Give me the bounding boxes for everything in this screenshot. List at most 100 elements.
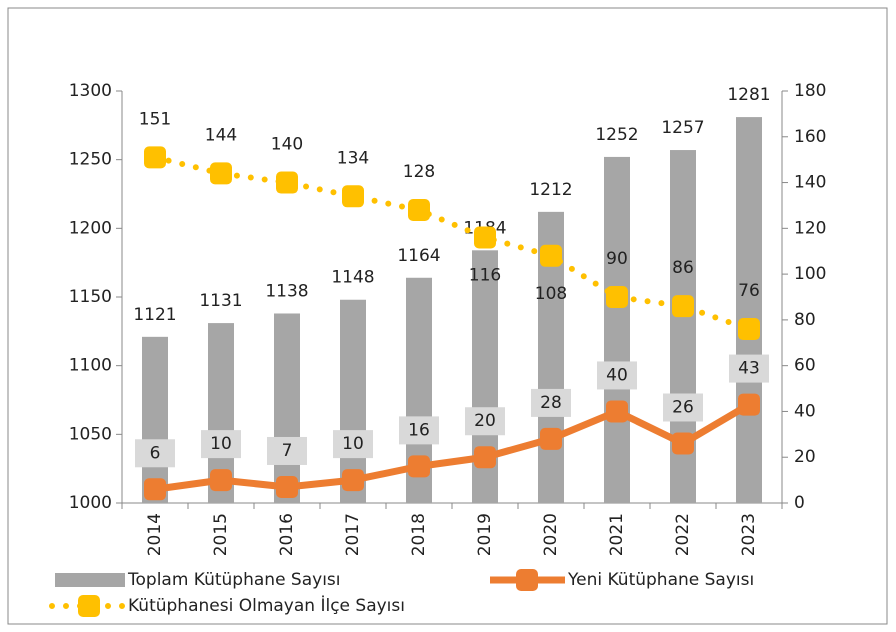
dotted-marker xyxy=(210,162,232,185)
y2-tick-label: 60 xyxy=(794,356,816,376)
line-label: 10 xyxy=(342,434,364,454)
line-marker xyxy=(474,446,496,469)
bar-label: 1252 xyxy=(595,125,638,145)
dotted-marker xyxy=(738,318,760,341)
line-label-box xyxy=(597,361,637,390)
line-marker xyxy=(672,432,694,455)
line-label: 28 xyxy=(540,393,562,413)
y-tick-label: 1000 xyxy=(69,493,112,513)
x-tick-label: 2022 xyxy=(673,513,693,556)
x-tick-label: 2019 xyxy=(475,513,495,556)
line xyxy=(154,401,751,493)
line-marker xyxy=(342,469,364,492)
legend-label: Kütüphanesi Olmayan İlçe Sayısı xyxy=(128,595,405,616)
bar-label: 1138 xyxy=(265,281,308,301)
line-label: 7 xyxy=(282,441,293,461)
y-tick-label: 1250 xyxy=(69,150,112,170)
bar xyxy=(736,117,762,504)
dotted-label: 90 xyxy=(606,249,628,269)
line-label: 6 xyxy=(150,443,161,463)
line-label: 43 xyxy=(738,359,760,379)
dotted-label: 128 xyxy=(403,162,435,182)
dotted-marker xyxy=(276,171,298,194)
line-label-box xyxy=(465,407,505,436)
bar xyxy=(274,313,300,503)
dotted-marker xyxy=(606,286,628,308)
y-tick-label: 1300 xyxy=(69,81,112,101)
line-label: 26 xyxy=(672,397,694,417)
line-label-box xyxy=(201,430,241,459)
y-tick-label: 1200 xyxy=(69,218,112,238)
line-marker xyxy=(738,393,760,416)
bar xyxy=(604,156,630,504)
line-label: 40 xyxy=(606,365,628,385)
x-tick-label: 2016 xyxy=(277,513,297,556)
y2-tick-label: 100 xyxy=(794,264,826,284)
dotted-label: 151 xyxy=(139,109,171,129)
y2-tick-label: 80 xyxy=(794,310,816,330)
x-tick-label: 2018 xyxy=(409,513,429,556)
x-tick-label: 2021 xyxy=(607,513,627,556)
y2-tick-label: 180 xyxy=(794,81,826,101)
legend-label: Yeni Kütüphane Sayısı xyxy=(567,570,754,590)
bar-label: 1257 xyxy=(661,118,704,138)
line-label: 16 xyxy=(408,420,430,440)
line-label: 10 xyxy=(210,434,232,454)
line-label-box xyxy=(663,393,703,422)
x-tick-label: 2020 xyxy=(541,513,561,556)
line-label-box xyxy=(729,354,769,383)
dotted-label: 144 xyxy=(205,125,237,145)
y2-tick-label: 40 xyxy=(794,401,816,421)
dotted-label: 140 xyxy=(271,135,303,155)
line-label: 20 xyxy=(474,411,496,431)
line-label-box xyxy=(531,388,571,417)
y2-tick-label: 140 xyxy=(794,173,826,193)
dotted-marker xyxy=(408,199,430,222)
legend-label: Toplam Kütüphane Sayısı xyxy=(127,570,341,590)
y2-tick-label: 20 xyxy=(794,447,816,467)
dotted-label: 86 xyxy=(672,258,694,278)
y-tick-label: 1050 xyxy=(69,424,112,444)
y2-tick-label: 120 xyxy=(794,218,826,238)
dotted-line xyxy=(152,154,752,333)
line-label-box xyxy=(399,416,439,445)
y-tick-label: 1150 xyxy=(69,287,112,307)
y2-tick-label: 0 xyxy=(794,493,805,513)
x-tick-label: 2023 xyxy=(739,513,759,556)
line-marker xyxy=(606,400,628,423)
line-label-box xyxy=(267,436,307,465)
dotted-label: 76 xyxy=(738,281,760,301)
line-marker xyxy=(210,469,232,492)
x-tick-label: 2015 xyxy=(211,513,231,556)
x-tick-label: 2014 xyxy=(145,513,165,556)
line-marker xyxy=(408,455,430,478)
bar-label: 1281 xyxy=(727,85,770,105)
dotted-marker xyxy=(672,295,694,318)
dotted-label: 108 xyxy=(535,284,567,304)
chart-frame xyxy=(7,7,888,625)
line-label-box xyxy=(333,430,373,459)
legend-swatch xyxy=(78,595,100,617)
x-tick-label: 2017 xyxy=(343,513,363,556)
line-marker xyxy=(540,427,562,450)
dotted-marker xyxy=(342,185,364,208)
legend-swatch xyxy=(55,573,125,587)
dotted-marker xyxy=(144,146,166,169)
bar-label: 1164 xyxy=(397,246,440,266)
bar xyxy=(142,336,168,503)
y-tick-label: 1100 xyxy=(69,356,112,376)
bar-label: 1212 xyxy=(529,180,572,200)
dotted-label: 116 xyxy=(469,265,501,285)
line-label-box xyxy=(135,439,175,468)
bar-label: 1148 xyxy=(331,268,374,288)
legend-swatch xyxy=(516,569,538,591)
line-marker xyxy=(144,478,166,501)
dotted-marker xyxy=(540,244,562,267)
y2-tick-label: 160 xyxy=(794,127,826,147)
line-marker xyxy=(276,475,298,498)
bar-label: 1131 xyxy=(199,291,242,311)
dotted-label: 134 xyxy=(337,148,369,168)
bar-label: 1121 xyxy=(133,305,176,325)
dotted-marker xyxy=(474,226,496,249)
